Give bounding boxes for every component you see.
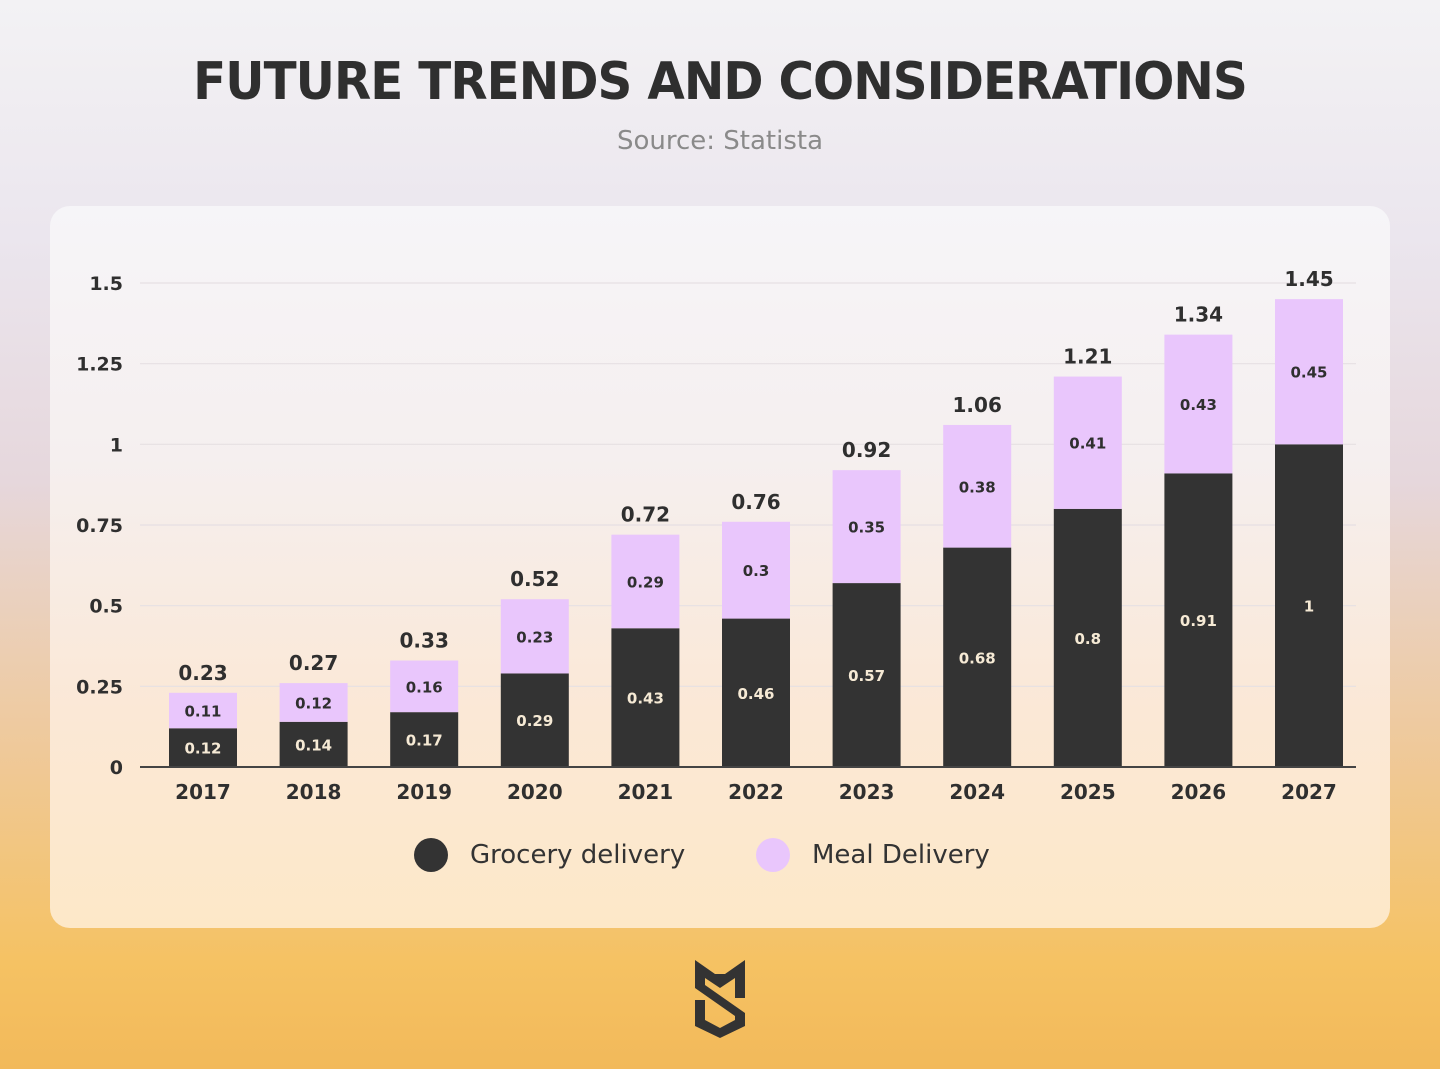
bar-meal-delivery [1164,334,1233,474]
data-label-total: 1.45 [1284,267,1333,291]
x-axis-ticks: 2017 2018 2019 2020 2021 2022 2023 2024 2025 2026… [175,780,1337,804]
x-tick-label: 2019 [396,780,452,804]
legend-label-grocery: Grocery delivery [470,840,686,870]
data-label-grocery: 1 [1304,598,1314,616]
data-label-meal: 0.38 [959,478,996,496]
data-label-grocery: 0.46 [737,685,774,703]
y-axis-ticks: 0 0.25 0.5 0.75 1 1.25 1.5 [76,273,123,779]
data-label-total: 0.76 [731,490,780,514]
bar-meal-delivery [500,599,569,674]
legend-swatch-grocery [414,838,448,872]
data-label-total: 0.23 [178,661,227,685]
bar-grocery-delivery [1275,444,1343,767]
data-label-meal: 0.3 [743,562,770,580]
brand-logo-icon [695,960,745,1038]
bar-meal-delivery [611,534,680,629]
data-label-total: 0.72 [621,503,670,527]
bar-meal-delivery [1053,376,1122,509]
data-label-grocery: 0.8 [1075,630,1102,648]
data-label-grocery: 0.12 [184,740,221,758]
data-label-total: 0.92 [842,438,891,462]
data-label-meal: 0.11 [184,703,221,721]
data-label-total: 0.33 [400,629,449,653]
legend-swatch-meal [756,838,790,872]
bar-meal-delivery [1275,299,1343,445]
page-title: FUTURE TRENDS AND CONSIDERATIONS [193,52,1248,112]
y-tick-label: 0.5 [89,596,123,618]
bar-grocery-delivery [722,618,790,767]
data-label-grocery: 0.29 [516,712,553,730]
gridlines [140,282,1356,687]
x-tick-label: 2017 [175,780,231,804]
bar-grocery-delivery [1164,473,1233,767]
legend-item-grocery: Grocery delivery [414,838,685,872]
data-label-meal: 0.35 [848,519,885,537]
data-label-total: 1.06 [953,393,1002,417]
x-tick-label: 2022 [728,780,784,804]
bar-grocery-delivery [611,628,680,767]
x-tick-label: 2027 [1281,780,1337,804]
data-label-total: 1.21 [1063,345,1112,369]
y-tick-label: 1.25 [76,354,123,376]
data-label-total: 0.27 [289,651,338,675]
bar-grocery-delivery [169,728,237,767]
data-label-meal: 0.41 [1069,435,1106,453]
data-label-meal: 0.43 [1180,396,1217,414]
data-label-grocery: 0.68 [959,649,996,667]
x-tick-label: 2020 [507,780,563,804]
bar-meal-delivery [390,660,459,713]
data-label-meal: 0.45 [1290,364,1327,382]
bar-meal-delivery [832,470,901,584]
x-tick-label: 2023 [839,780,895,804]
bars: 0.12 0.11 0.23 0.14 0.12 0.27 0.17 0.16 0.33 0.29… [169,267,1343,767]
data-label-meal: 0.23 [516,628,553,646]
data-label-grocery: 0.14 [295,736,332,754]
bar-grocery-delivery [390,712,459,767]
x-tick-label: 2021 [618,780,674,804]
bar-grocery-delivery [832,583,901,767]
bar-meal-delivery [943,424,1012,548]
data-label-total: 0.52 [510,567,559,591]
source-subtitle: Source: Statista [616,126,824,156]
legend: Grocery delivery Meal Delivery [0,838,1440,882]
y-tick-label: 1 [110,434,123,456]
bar-grocery-delivery [500,673,569,767]
y-tick-label: 0.75 [76,515,123,537]
bar-meal-delivery [722,521,790,619]
data-label-total: 1.34 [1174,303,1223,327]
data-label-meal: 0.29 [627,573,664,591]
bar-grocery-delivery [279,721,348,767]
data-label-grocery: 0.91 [1180,612,1217,630]
y-tick-label: 1.5 [89,273,123,295]
bar-meal-delivery [279,683,348,722]
bar-grocery-delivery [943,547,1012,767]
data-label-grocery: 0.57 [848,667,885,685]
x-tick-label: 2018 [286,780,342,804]
bar-grocery-delivery [1053,508,1122,767]
x-tick-label: 2024 [949,780,1005,804]
data-label-grocery: 0.17 [406,732,443,750]
data-label-meal: 0.16 [406,678,443,696]
y-tick-label: 0.25 [76,676,123,698]
x-tick-label: 2026 [1171,780,1227,804]
legend-item-meal: Meal Delivery [756,838,990,872]
legend-label-meal: Meal Delivery [812,840,990,870]
data-label-grocery: 0.43 [627,690,664,708]
data-label-meal: 0.12 [295,694,332,712]
bar-meal-delivery [169,692,237,729]
x-tick-label: 2025 [1060,780,1116,804]
y-tick-label: 0 [110,757,123,779]
